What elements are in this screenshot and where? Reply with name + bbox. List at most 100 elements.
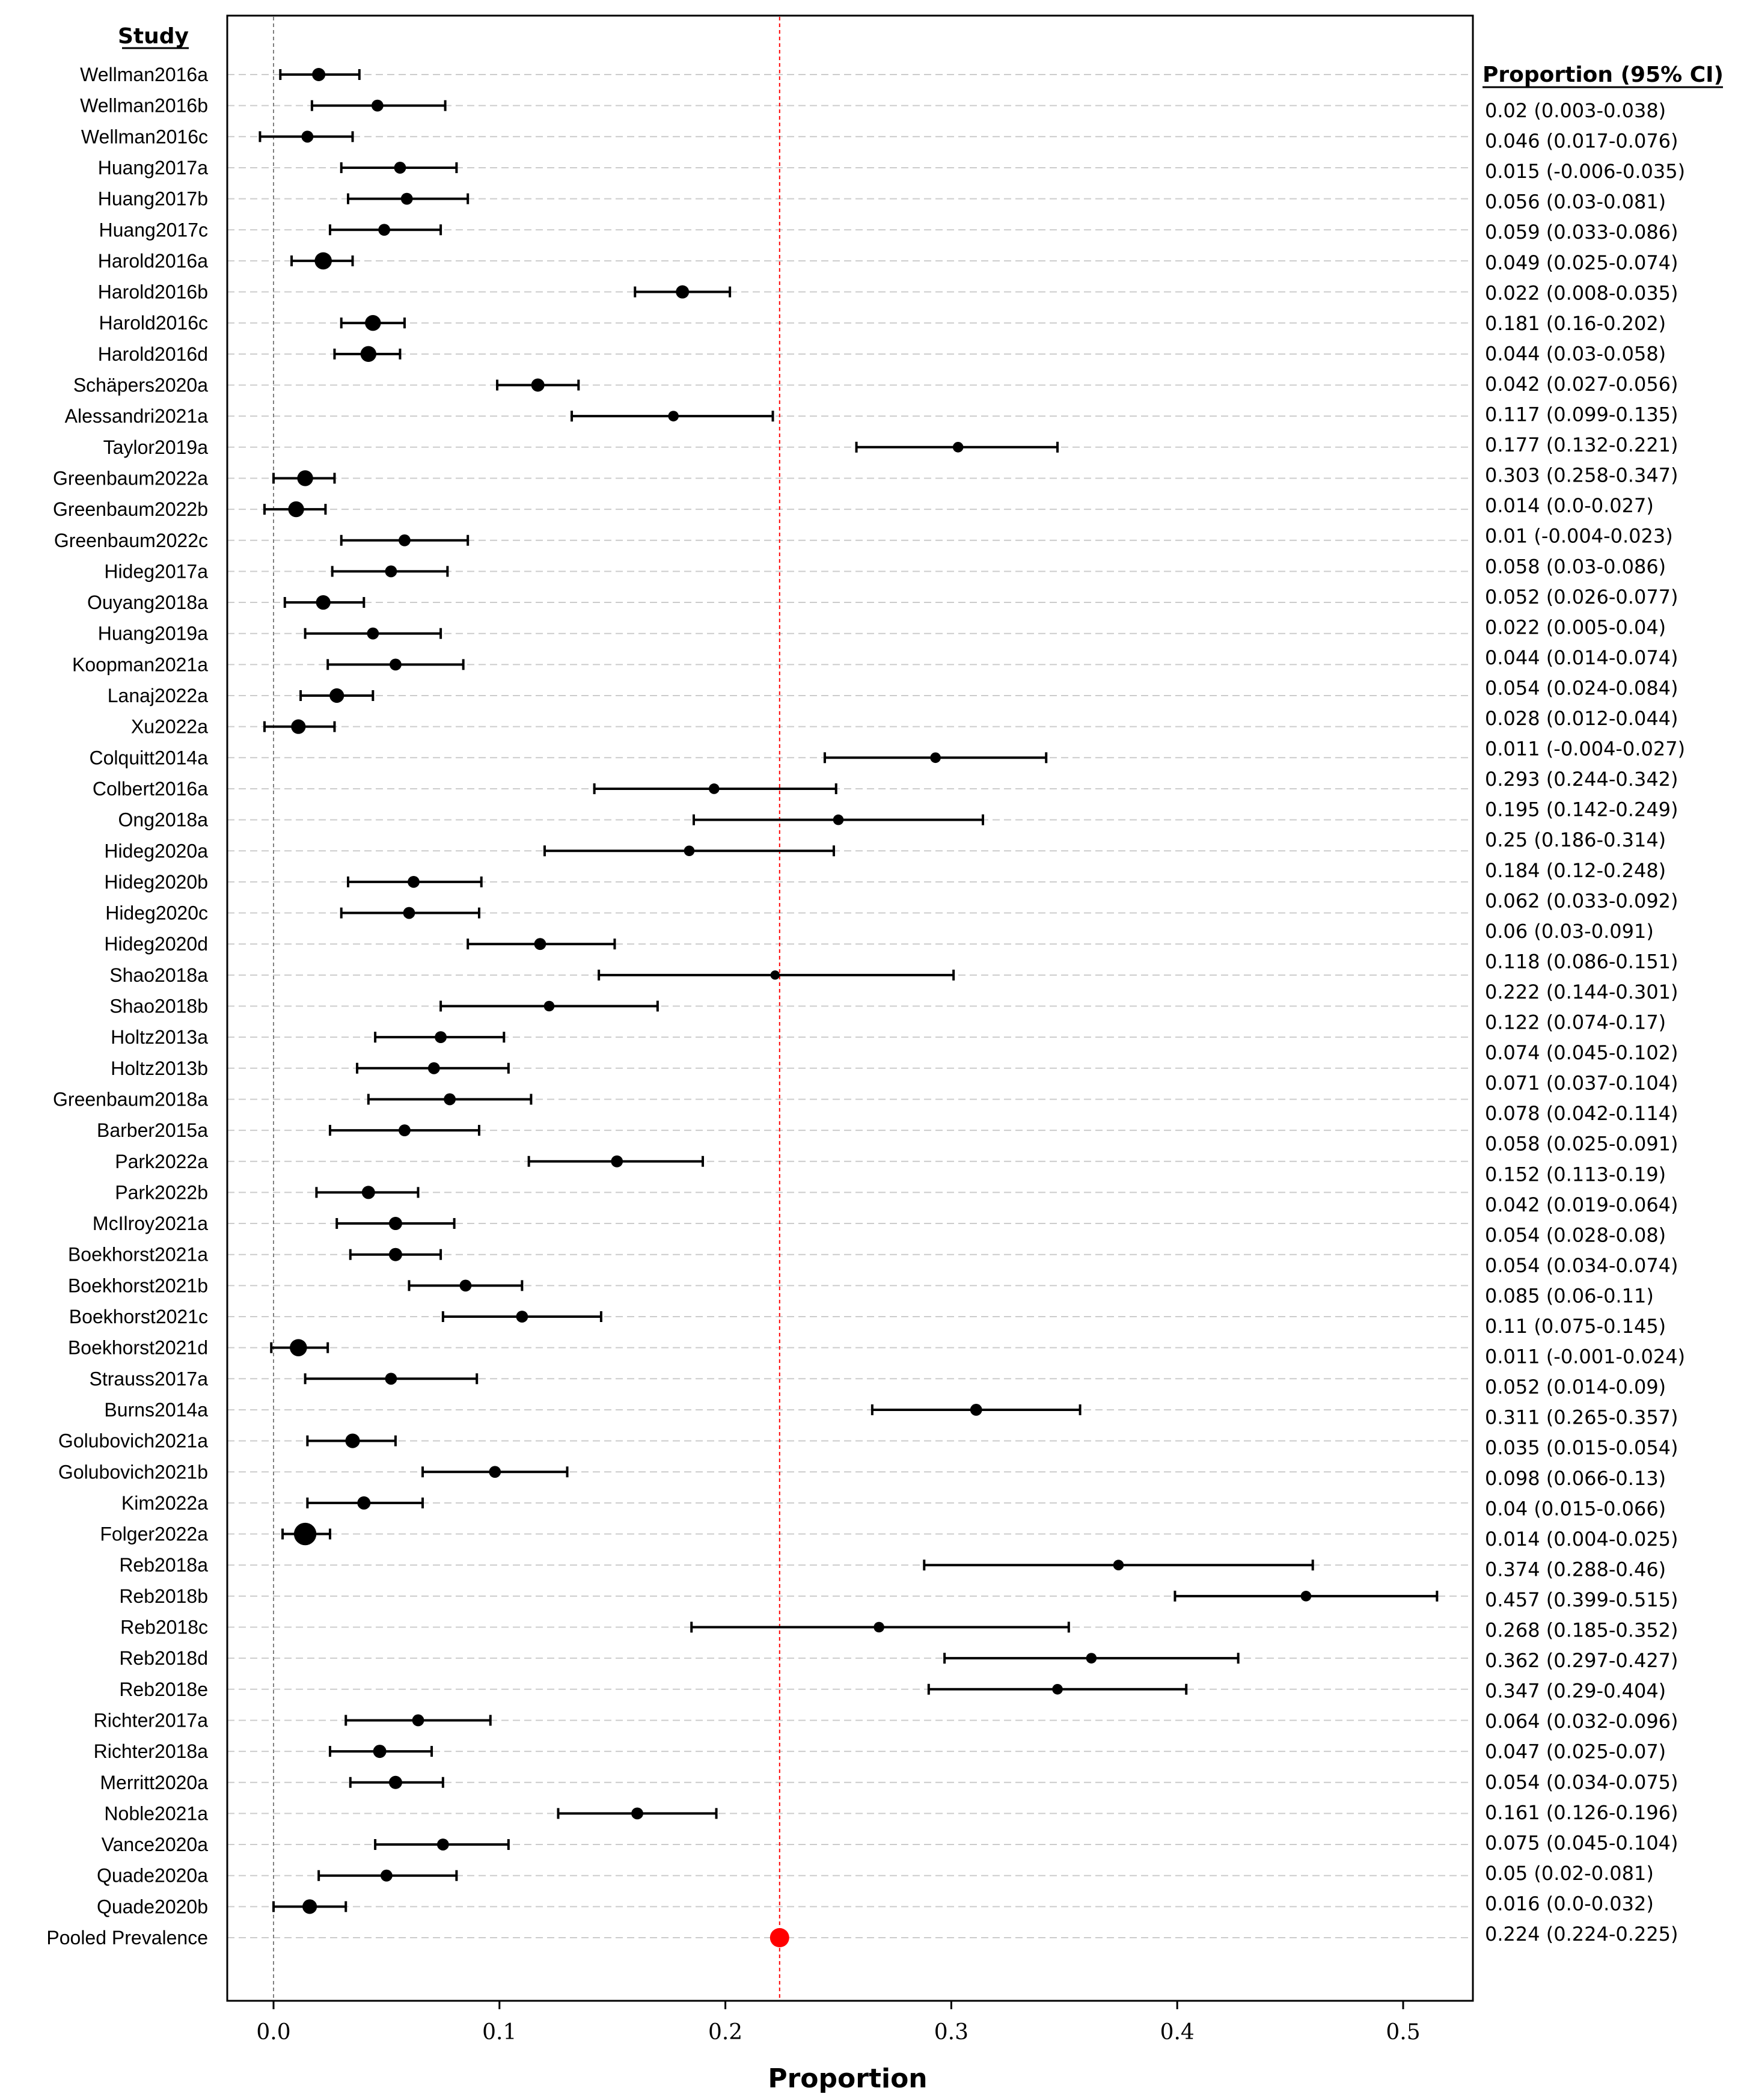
study-label: Harold2016c <box>99 312 208 334</box>
study-row <box>340 162 458 174</box>
study-label: Burns2014a <box>104 1399 208 1421</box>
study-label: Kim2022a <box>121 1492 208 1514</box>
study-row <box>304 1373 479 1385</box>
pooled-label: Pooled Prevalence <box>46 1927 208 1948</box>
study-row <box>290 252 354 270</box>
point-estimate <box>390 658 402 671</box>
point-estimate <box>388 1247 402 1261</box>
study-label: Harold2016a <box>98 250 208 272</box>
study-label: Reb2018b <box>119 1585 208 1607</box>
x-axis: 0.0 0.1 0.2 0.3 0.4 0.5 <box>256 2001 1421 2045</box>
point-estimate <box>408 876 420 888</box>
ci-label: 0.054 (0.024-0.084) <box>1485 676 1678 699</box>
study-label: Harold2016d <box>98 343 208 365</box>
point-estimate <box>833 814 844 825</box>
point-estimate <box>365 315 381 331</box>
point-estimate <box>531 378 545 392</box>
point-estimate <box>293 1522 317 1546</box>
ci-label: 0.047 (0.025-0.07) <box>1485 1740 1666 1763</box>
study-row <box>692 814 985 825</box>
plot-frame <box>226 14 1474 2002</box>
study-row <box>333 346 402 363</box>
ci-header: Proportion (95% CI) <box>1483 63 1724 87</box>
study-label: Ong2018a <box>118 809 209 831</box>
ci-label: 0.268 (0.185-0.352) <box>1485 1619 1678 1642</box>
ci-label: 0.044 (0.014-0.074) <box>1485 646 1678 669</box>
point-estimate <box>378 224 391 236</box>
ci-label: 0.347 (0.29-0.404) <box>1485 1680 1666 1703</box>
study-row <box>923 1560 1314 1571</box>
ci-label: 0.02 (0.003-0.038) <box>1485 99 1666 122</box>
study-row <box>927 1683 1188 1695</box>
study-row <box>441 1311 602 1323</box>
point-estimate <box>611 1155 623 1168</box>
study-row <box>690 1621 1070 1633</box>
x-axis-title: Proportion <box>768 2063 927 2094</box>
x-tick-label: 0.3 <box>934 2020 968 2045</box>
point-estimate <box>459 1279 472 1292</box>
study-label: Greenbaum2022c <box>54 530 208 551</box>
point-estimate <box>312 68 326 81</box>
point-estimate <box>301 130 314 143</box>
ci-label: 0.049 (0.025-0.074) <box>1485 251 1678 274</box>
study-row <box>317 1869 458 1882</box>
ci-label: 0.074 (0.045-0.102) <box>1485 1041 1678 1064</box>
ci-label: 0.25 (0.186-0.314) <box>1485 828 1666 851</box>
point-estimate <box>874 1621 884 1633</box>
study-label: Ouyang2018a <box>87 592 208 613</box>
study-label: Colquitt2014a <box>90 747 209 768</box>
point-estimate <box>314 252 332 270</box>
ci-label: 0.054 (0.028-0.08) <box>1485 1223 1666 1246</box>
study-row <box>310 99 447 112</box>
study-label: Reb2018c <box>120 1617 208 1638</box>
study-marks <box>259 68 1439 1947</box>
study-label: Quade2020a <box>97 1865 208 1887</box>
study-row <box>263 501 327 518</box>
ci-label: 0.052 (0.026-0.077) <box>1485 586 1678 608</box>
study-row <box>340 315 406 331</box>
ci-label: 0.195 (0.142-0.249) <box>1485 798 1678 821</box>
study-row <box>823 752 1048 764</box>
study-row <box>340 534 470 546</box>
point-estimate <box>367 627 379 640</box>
study-row <box>272 470 336 486</box>
point-estimate <box>403 907 415 919</box>
ci-label: 0.181 (0.16-0.202) <box>1485 312 1666 335</box>
point-estimate <box>489 1466 501 1478</box>
x-tick-label: 0.1 <box>482 2020 516 2045</box>
point-estimate <box>381 1869 393 1882</box>
study-row <box>871 1404 1082 1416</box>
point-estimate <box>970 1404 982 1416</box>
ci-label: 0.016 (0.0-0.032) <box>1485 1892 1654 1915</box>
study-row <box>259 130 354 143</box>
ci-label: 0.05 (0.02-0.081) <box>1485 1862 1654 1885</box>
ci-label: 0.022 (0.008-0.035) <box>1485 281 1678 304</box>
study-label: Reb2018d <box>119 1647 208 1669</box>
point-estimate <box>1113 1560 1124 1570</box>
study-label: Hideg2017a <box>104 560 208 582</box>
study-label: Boekhorst2021b <box>68 1275 208 1296</box>
ci-label: 0.014 (0.0-0.027) <box>1485 494 1654 517</box>
study-row <box>281 1522 331 1546</box>
study-label: Koopman2021a <box>72 654 208 675</box>
study-label: Shao2018b <box>109 996 208 1017</box>
point-estimate <box>676 285 690 299</box>
ci-label: 0.058 (0.025-0.091) <box>1485 1133 1678 1156</box>
point-estimate <box>1300 1591 1312 1602</box>
study-labels: Wellman2016a Wellman2016b Wellman2016c Huan… <box>46 64 208 1948</box>
point-estimate <box>357 1496 371 1510</box>
study-row <box>496 378 580 392</box>
ci-label: 0.054 (0.034-0.074) <box>1485 1254 1678 1277</box>
study-row <box>306 1496 424 1510</box>
ci-label: 0.056 (0.03-0.081) <box>1485 191 1666 213</box>
point-estimate <box>399 534 411 546</box>
study-row <box>304 627 442 640</box>
ci-label: 0.161 (0.126-0.196) <box>1485 1801 1678 1824</box>
study-row <box>335 1217 456 1231</box>
study-row <box>634 285 732 299</box>
point-estimate <box>297 470 313 486</box>
study-label: Huang2019a <box>98 623 208 644</box>
study-row <box>598 969 955 981</box>
ci-label: 0.118 (0.086-0.151) <box>1485 950 1678 973</box>
